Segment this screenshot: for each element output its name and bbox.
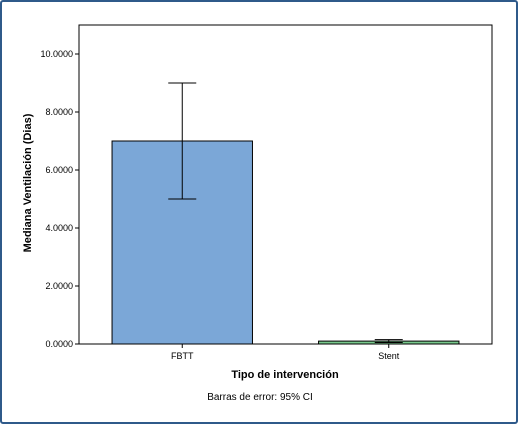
y-tick-label: 8.0000	[45, 107, 73, 117]
y-tick-label: 10.0000	[40, 49, 73, 59]
y-tick-label: 0.0000	[45, 339, 73, 349]
x-axis-title: Tipo de intervención	[231, 369, 339, 381]
y-axis-title: Mediana Ventilación (Dias)	[22, 113, 34, 252]
x-axis: FBTT Stent	[171, 344, 400, 361]
x-tick-label: FBTT	[171, 351, 194, 361]
error-bar-note: Barras de error: 95% CI	[207, 392, 313, 403]
y-tick-label: 2.0000	[45, 281, 73, 291]
x-tick-label: Stent	[378, 351, 400, 361]
y-axis: 0.0000 2.0000 4.0000 6.0000 8.0000 10.0000	[40, 25, 80, 349]
y-tick-label: 6.0000	[45, 165, 73, 175]
error-bars-group	[168, 82, 403, 344]
y-tick-label: 4.0000	[45, 223, 73, 233]
